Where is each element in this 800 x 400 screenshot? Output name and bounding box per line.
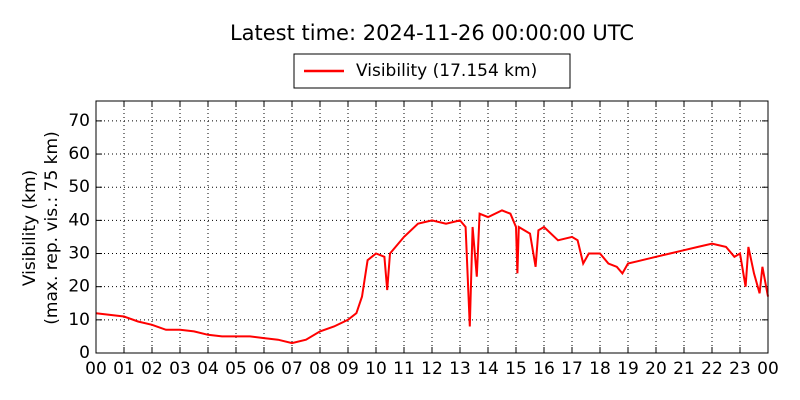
x-tick-label: 00 [757,359,779,379]
y-tick-label: 30 [68,244,90,264]
chart-title: Latest time: 2024-11-26 00:00:00 UTC [230,21,634,45]
y-axis-label: Visibility (km) [20,170,40,286]
y-tick-label: 60 [68,144,90,164]
x-tick-label: 04 [197,359,219,379]
x-tick-label: 15 [505,359,527,379]
x-tick-label: 13 [449,359,471,379]
y-tick-label: 50 [68,177,90,197]
data-line [95,209,769,345]
x-tick-label: 18 [589,359,611,379]
y-tick-label: 40 [68,210,90,230]
x-tick-label: 20 [645,359,667,379]
x-tick-label: 17 [561,359,583,379]
y-axis-label: (max. rep. vis.: 75 km) [42,131,62,324]
x-tick-label: 10 [365,359,387,379]
x-tick-label: 12 [421,359,443,379]
x-tick-label: 02 [141,359,163,379]
x-tick-label: 22 [701,359,723,379]
x-tick-label: 16 [533,359,555,379]
x-tick-label: 03 [169,359,191,379]
y-tick-label: 20 [68,277,90,297]
legend-label: Visibility (17.154 km) [356,61,537,81]
x-tick-label: 06 [253,359,275,379]
x-tick-label: 21 [673,359,695,379]
x-tick-label: 14 [477,359,499,379]
x-tick-label: 09 [337,359,359,379]
x-tick-label: 19 [617,359,639,379]
y-tick-label: 0 [79,343,90,363]
y-tick-label: 10 [68,310,90,330]
x-tick-label: 11 [393,359,415,379]
x-tick-label: 23 [729,359,751,379]
y-tick-label: 70 [68,111,90,131]
x-tick-label: 08 [309,359,331,379]
plot-frame [95,100,769,354]
x-tick-label: 00 [85,359,107,379]
x-tick-label: 01 [113,359,135,379]
x-tick-label: 07 [281,359,303,379]
x-tick-label: 05 [225,359,247,379]
